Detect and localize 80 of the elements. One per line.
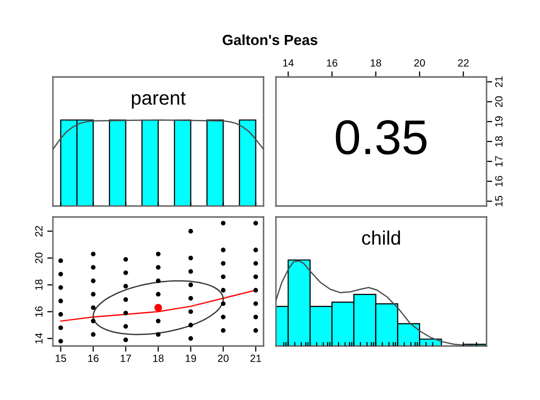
point [58,298,64,304]
point [188,228,194,234]
x-tick-label: 16 [88,354,99,362]
point [90,278,96,284]
y-tick-label: 20 [35,252,43,264]
point [58,312,64,317]
text: child [362,230,400,245]
point [220,314,226,320]
y-tick-label: 16 [35,306,43,317]
point [188,256,194,260]
point [188,282,194,288]
y-tick-label: 16 [495,176,503,186]
text: parent [132,92,186,109]
y-tick-label: 15 [495,196,503,206]
x-tick-label: 21 [250,354,262,362]
point [58,325,64,330]
point [253,328,258,333]
point [58,338,64,344]
x-tick-label: 20 [218,354,229,362]
point [123,297,128,302]
point [188,336,194,341]
point [156,278,161,284]
point [154,304,162,312]
point [253,248,258,252]
point [253,314,258,320]
point [156,265,161,270]
point [123,284,128,288]
point [90,332,96,337]
y-tick-label: 22 [35,226,42,236]
point [123,257,128,262]
point [220,328,226,333]
point [90,292,96,297]
point [123,338,128,342]
point [123,324,128,329]
point [253,301,258,306]
point [58,258,64,264]
point [156,292,161,297]
point [253,274,258,280]
x-tick-label: 19 [186,354,196,362]
point [253,220,258,226]
x-tick-label: 20 [414,59,425,67]
x-tick-label: 16 [326,59,338,67]
x-tick-label: 18 [370,59,382,67]
y-tick-label: 19 [495,116,503,127]
y-tick-label: 17 [495,156,502,166]
point [90,265,96,270]
point [220,220,226,226]
x-tick-label: 22 [458,59,469,67]
point [123,270,128,276]
point [90,318,96,324]
chart-title: Galton's Peas [222,34,318,46]
point [220,248,226,252]
point [90,305,96,310]
y-tick-label: 20 [495,96,503,107]
point [58,285,64,290]
point [188,309,194,314]
x-tick-label: 14 [283,59,294,67]
point [253,288,258,293]
point [90,252,96,256]
y-tick-label: 21 [495,76,502,88]
x-tick-label: 18 [153,354,164,362]
point [188,296,194,301]
point [156,332,161,337]
y-tick-label: 14 [35,333,42,344]
point [58,272,64,276]
point [220,274,226,280]
point [188,269,194,274]
point [156,318,161,324]
y-tick-label: 18 [495,136,503,146]
point [220,288,226,293]
y-tick-label: 18 [35,280,43,290]
point [123,310,128,316]
point [188,322,194,328]
annotation: 0.35 [336,120,427,155]
x-tick-label: 15 [56,354,66,362]
x-tick-label: 17 [120,354,131,362]
point [220,301,226,306]
point [253,261,258,266]
point [220,261,226,266]
point [156,252,161,256]
